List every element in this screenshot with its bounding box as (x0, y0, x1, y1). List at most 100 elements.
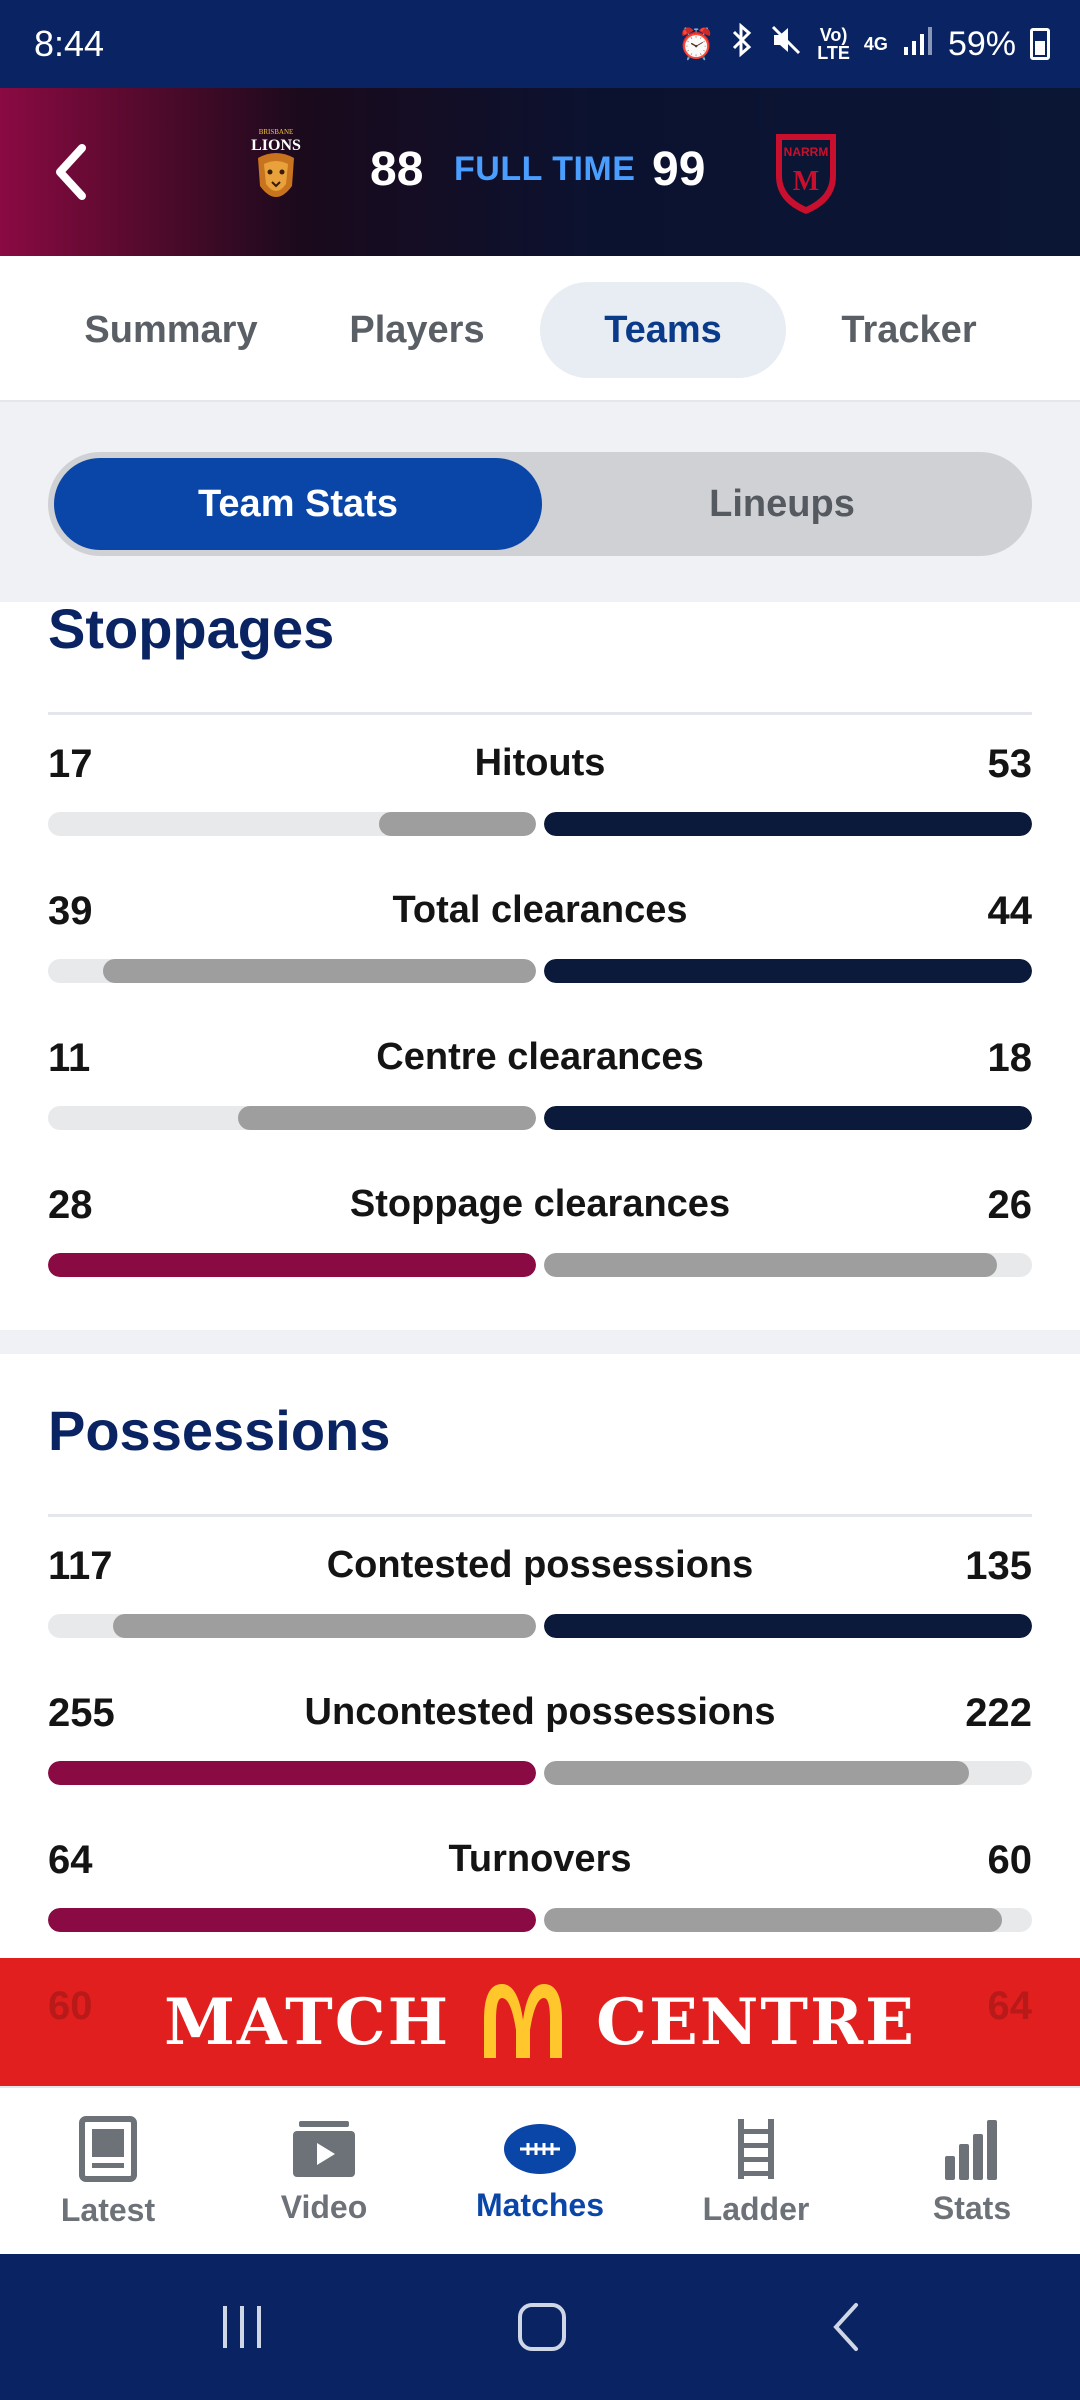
segment-area: Team Stats Lineups (0, 402, 1080, 602)
away-score: 99 (652, 143, 706, 196)
away-bar-track (544, 1908, 1032, 1932)
status-bar: 8:44 ⏰ Vo) LTE 4G 59% (0, 0, 1080, 88)
banner-text-left: MATCH (164, 1984, 451, 2060)
battery-percent: 59% (947, 24, 1016, 63)
section-divider (48, 1514, 1032, 1517)
away-bar-fill (544, 959, 1032, 983)
home-bar-fill (113, 1614, 536, 1638)
tab-players[interactable]: Players (349, 308, 485, 351)
home-bar-fill (237, 1106, 536, 1130)
nav-ladder[interactable]: Ladder (648, 2088, 864, 2256)
stat-row-hitouts: 17 Hitouts 53 (48, 742, 1032, 889)
home-bar-fill (48, 1253, 536, 1277)
ladder-icon (738, 2118, 774, 2179)
away-bar-track (544, 1253, 1032, 1277)
team-stats-toggle[interactable]: Team Stats (54, 458, 542, 550)
home-value: 255 (48, 1691, 115, 1735)
football-icon (504, 2123, 576, 2174)
volte-top-text: Vo) (819, 25, 848, 45)
away-bar-fill (544, 1106, 1032, 1130)
away-value: 60 (987, 1838, 1033, 1882)
home-bar-track (48, 1761, 536, 1785)
match-status: FULL TIME (454, 150, 636, 188)
away-bar-track (544, 1614, 1032, 1638)
nav-label: Matches (475, 2186, 605, 2223)
golden-arches-icon (478, 1980, 568, 2065)
stat-label: Hitouts (474, 742, 606, 784)
section-divider (48, 712, 1032, 715)
nav-label: Stats (932, 2189, 1012, 2226)
home-value: 64 (48, 1838, 93, 1882)
team-stats-content[interactable]: Stoppages 17 Hitouts 53 39 Total clearan… (0, 602, 1080, 1960)
sponsor-banner[interactable]: 60 MATCH CENTRE 64 (0, 1958, 1080, 2086)
home-bar-track (48, 1253, 536, 1277)
away-value: 18 (987, 1036, 1033, 1080)
stat-label: Stoppage clearances (349, 1183, 731, 1225)
nav-matches[interactable]: Matches (432, 2088, 648, 2256)
home-value: 28 (48, 1183, 93, 1227)
away-bar-fill (544, 1614, 1032, 1638)
volte-indicator: Vo) LTE (817, 26, 850, 62)
stat-row-stoppage-clearances: 28 Stoppage clearances 26 (48, 1183, 1032, 1330)
recent-apps-icon (223, 2306, 261, 2348)
system-navigation-bar (0, 2254, 1080, 2400)
stat-label: Centre clearances (376, 1036, 704, 1078)
away-value: 135 (965, 1544, 1032, 1588)
match-tabs: Summary Players Teams Tracker (0, 256, 1080, 402)
back-button[interactable] (36, 138, 104, 206)
stats-chart-icon (945, 2119, 997, 2180)
video-icon (293, 2120, 355, 2177)
segment-control: Team Stats Lineups (48, 452, 1032, 556)
alarm-icon: ⏰ (677, 27, 716, 61)
chevron-left-icon (56, 144, 86, 200)
stat-row-contested-possessions: 117 Contested possessions 135 (48, 1544, 1032, 1691)
away-team-logo[interactable]: NARRM M (758, 124, 854, 220)
obscured-away-value: 64 (987, 1984, 1033, 2028)
lineups-toggle[interactable]: Lineups (709, 482, 855, 525)
nav-label: Video (280, 2188, 368, 2225)
system-back-button[interactable] (796, 2292, 896, 2362)
network-type: 4G (863, 34, 888, 54)
home-bar-track (48, 1106, 536, 1130)
recent-apps-button[interactable] (192, 2292, 292, 2362)
stat-label: Turnovers (448, 1838, 632, 1880)
home-value: 39 (48, 889, 93, 933)
obscured-home-value: 60 (48, 1984, 93, 2028)
away-bar-fill (544, 1761, 969, 1785)
stat-label: Total clearances (392, 889, 688, 931)
home-bar-track (48, 812, 536, 836)
nav-video[interactable]: Video (216, 2088, 432, 2256)
tab-tracker[interactable]: Tracker (841, 308, 977, 351)
nav-latest[interactable]: Latest (0, 2088, 216, 2256)
back-arrow-icon (833, 2303, 858, 2351)
nav-label: Latest (60, 2191, 156, 2228)
stat-row-centre-clearances: 11 Centre clearances 18 (48, 1036, 1032, 1183)
home-team-logo[interactable]: BRISBANE LIONS (228, 124, 324, 220)
status-icons: ⏰ Vo) LTE 4G 59% (677, 22, 1050, 65)
away-value: 53 (987, 742, 1033, 786)
stat-row-uncontested-possessions: 255 Uncontested possessions 222 (48, 1691, 1032, 1838)
home-bar-track (48, 959, 536, 983)
away-value: 222 (965, 1691, 1032, 1735)
stat-label: Uncontested possessions (304, 1691, 776, 1733)
home-bar-fill (103, 959, 536, 983)
section-title-possessions: Possessions (48, 1399, 391, 1462)
home-button[interactable] (492, 2292, 592, 2362)
away-bar-fill (544, 1908, 1002, 1932)
away-bar-track (544, 1106, 1032, 1130)
away-value: 26 (987, 1183, 1033, 1227)
tab-summary[interactable]: Summary (84, 308, 258, 351)
section-title-stoppages: Stoppages (48, 602, 335, 660)
svg-text:NARRM: NARRM (784, 145, 829, 159)
tab-teams[interactable]: Teams (540, 282, 786, 378)
bottom-navigation: Latest Video Matches Ladder Stats (0, 2086, 1080, 2254)
banner-text-right: CENTRE (596, 1984, 916, 2060)
svg-text:LIONS: LIONS (251, 137, 301, 154)
home-score: 88 (370, 143, 424, 196)
match-header: BRISBANE LIONS 88 FULL TIME 99 NARRM M (0, 88, 1080, 256)
home-icon (518, 2303, 566, 2351)
volte-bottom-text: LTE (817, 43, 850, 63)
nav-stats[interactable]: Stats (864, 2088, 1080, 2256)
away-bar-track (544, 1761, 1032, 1785)
section-separator (0, 1330, 1080, 1354)
